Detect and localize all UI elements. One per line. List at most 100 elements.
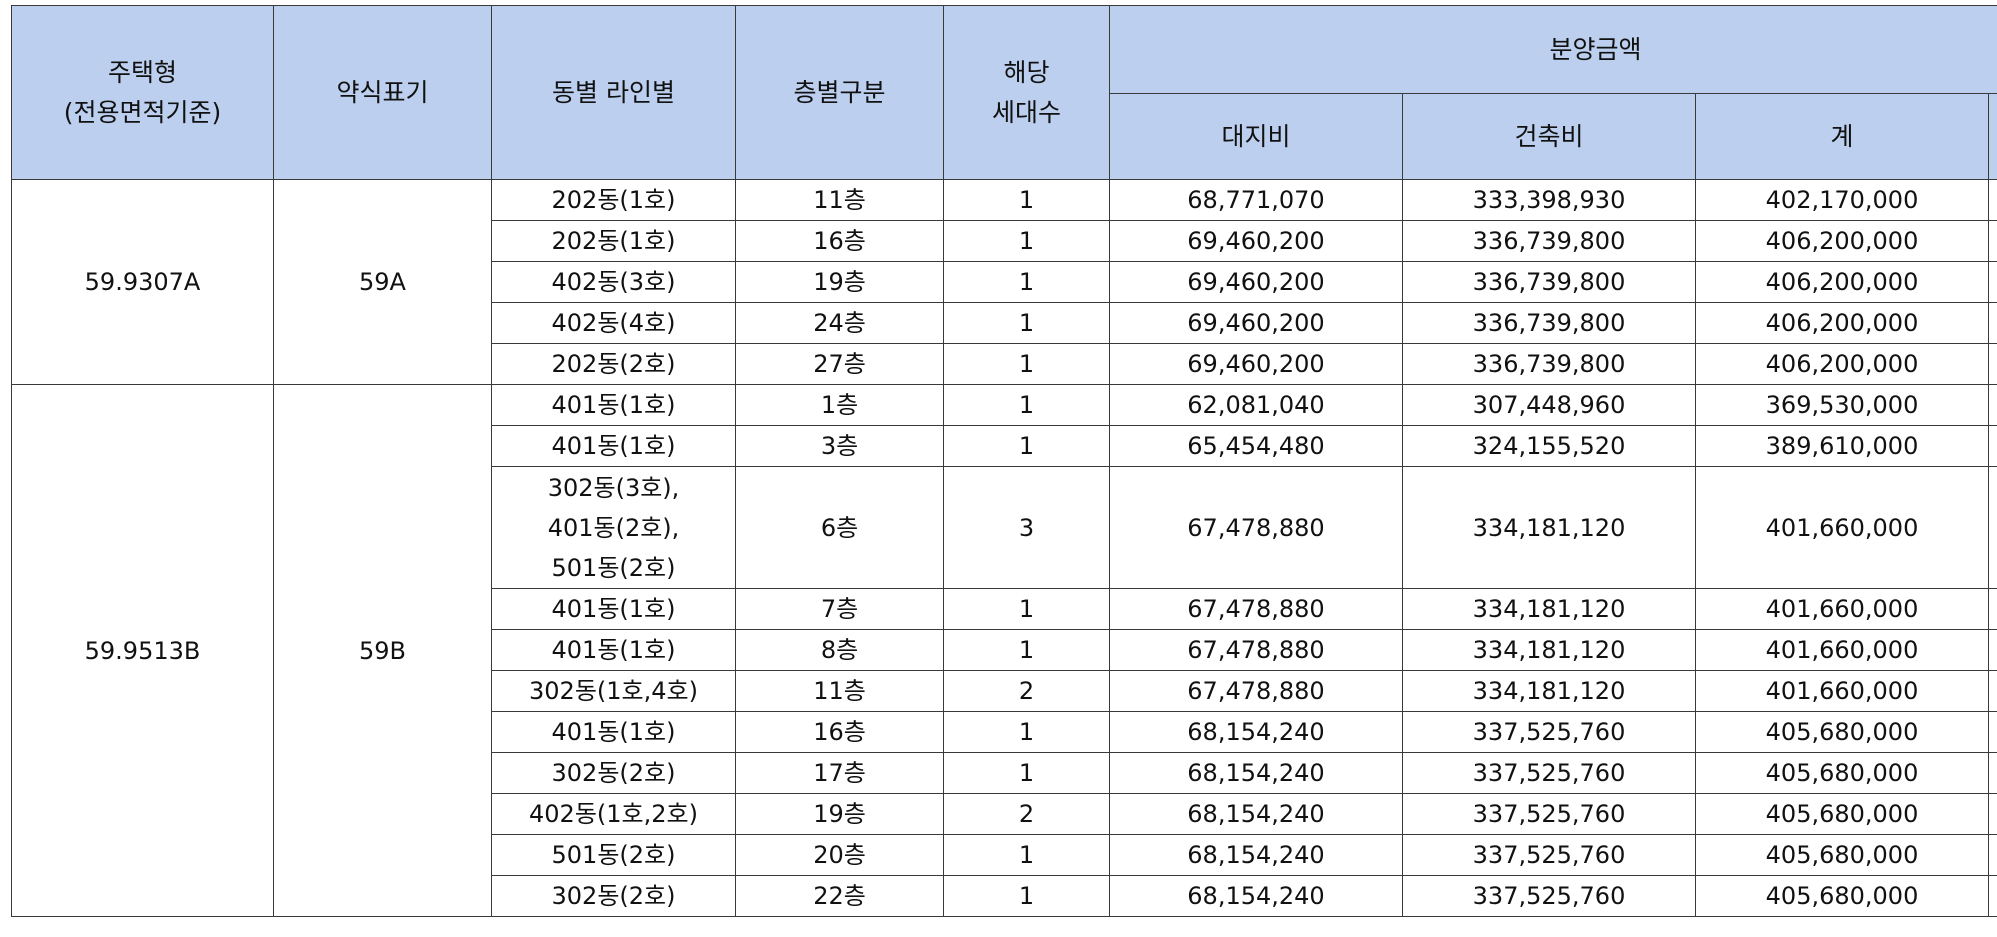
cell-land-cost: 68,154,240: [1109, 834, 1403, 876]
header-housing-type-sub: (전용면적기준): [63, 97, 222, 127]
header-row-2: 대지비 건축비 계: [12, 93, 1997, 180]
cell-units: 1: [943, 752, 1110, 794]
cell-total: 389,610,000: [1695, 425, 1989, 467]
cell-extra: [1987, 302, 1997, 344]
cell-construction-cost: 307,448,960: [1402, 384, 1696, 426]
cell-land-cost: 67,478,880: [1109, 629, 1403, 671]
header-abbreviation: 약식표기: [273, 5, 492, 180]
cell-extra: [1987, 752, 1997, 794]
table-row: 401동(1호) 16층 1 68,154,240 337,525,760 405,680…: [12, 711, 1997, 753]
cell-floor: 19층: [735, 261, 944, 303]
building-line-text: 402동(3호): [551, 268, 676, 296]
cell-construction-cost: 334,181,120: [1402, 588, 1696, 630]
cell-building-line: 402동(1호,2호): [491, 793, 736, 835]
building-line-text: 302동(2호): [551, 759, 676, 787]
price-table: 주택형 (전용면적기준) 약식표기 동별 라인별 층별구분 해당 세대수 분양금…: [11, 5, 1997, 917]
cell-total: 405,680,000: [1695, 752, 1989, 794]
building-line-text: 401동(1호): [551, 432, 676, 460]
cell-land-cost: 68,154,240: [1109, 711, 1403, 753]
cell-extra: [1987, 670, 1997, 712]
cell-building-line: 401동(1호): [491, 588, 736, 630]
header-floor-group: 층별구분: [735, 5, 944, 180]
cell-construction-cost: 337,525,760: [1402, 793, 1696, 835]
header-building-line: 동별 라인별: [491, 5, 736, 180]
cell-units: 1: [943, 711, 1110, 753]
header-land-cost: 대지비: [1109, 93, 1403, 180]
cell-abbreviation: 59B: [273, 384, 492, 917]
building-line-text: 401동(2호),: [547, 513, 680, 542]
building-line-text: 402동(4호): [551, 309, 676, 337]
cell-extra: [1987, 834, 1997, 876]
table-header: 주택형 (전용면적기준) 약식표기 동별 라인별 층별구분 해당 세대수 분양금…: [11, 5, 1997, 180]
table-row: 401동(1호) 8층 1 67,478,880 334,181,120 401,660,…: [12, 629, 1997, 671]
cell-construction-cost: 336,739,800: [1402, 220, 1696, 262]
cell-units: 1: [943, 261, 1110, 303]
building-line-text: 402동(1호,2호): [529, 800, 698, 828]
cell-units: 1: [943, 588, 1110, 630]
cell-building-line: 401동(1호): [491, 384, 736, 426]
cell-total: 401,660,000: [1695, 588, 1989, 630]
cell-units: 1: [943, 425, 1110, 467]
cell-land-cost: 65,454,480: [1109, 425, 1403, 467]
table-row: 59.9513B 59B 401동(1호) 1층 1 62,081,040 307,448,…: [11, 384, 1997, 917]
cell-extra: [1987, 588, 1997, 630]
cell-building-line: 401동(1호): [491, 629, 736, 671]
header-price: 분양금액: [1108, 5, 1997, 94]
cell-land-cost: 68,154,240: [1109, 752, 1403, 794]
cell-total: 406,200,000: [1695, 261, 1989, 303]
building-line-text: 202동(2호): [551, 350, 676, 378]
cell-floor: 6층: [735, 466, 944, 589]
cell-construction-cost: 334,181,120: [1402, 670, 1696, 712]
cell-floor: 11층: [735, 670, 944, 712]
cell-floor: 7층: [735, 588, 944, 630]
cell-housing-type: 59.9307A: [11, 179, 274, 385]
header-units-label: 해당: [1003, 57, 1050, 87]
cell-floor: 20층: [735, 834, 944, 876]
cell-building-line: 401동(1호): [491, 425, 736, 467]
table-row: 402동(1호,2호) 19층 2 68,154,240 337,525,760 405,…: [12, 793, 1997, 835]
cell-housing-type: 59.9513B: [11, 384, 274, 917]
cell-building-line: 402동(4호): [491, 302, 736, 344]
cell-land-cost: 68,771,070: [1109, 179, 1403, 221]
cell-floor: 27층: [735, 343, 944, 385]
cell-extra: [1987, 179, 1997, 221]
cell-construction-cost: 337,525,760: [1402, 711, 1696, 753]
cell-extra: [1987, 711, 1997, 753]
cell-land-cost: 68,154,240: [1109, 793, 1403, 835]
cell-land-cost: 67,478,880: [1109, 466, 1403, 589]
header-housing-type-label: 주택형: [107, 57, 177, 87]
cell-units: 1: [943, 834, 1110, 876]
cell-construction-cost: 337,525,760: [1402, 752, 1696, 794]
building-line-text: 401동(1호): [551, 595, 676, 623]
cell-total: 405,680,000: [1695, 711, 1989, 753]
cell-building-line: 302동(2호): [491, 875, 736, 917]
cell-construction-cost: 324,155,520: [1402, 425, 1696, 467]
cell-floor: 8층: [735, 629, 944, 671]
cell-construction-cost: 336,739,800: [1402, 343, 1696, 385]
cell-units: 3: [943, 466, 1110, 589]
cell-total: 401,660,000: [1695, 466, 1989, 589]
cell-floor: 1층: [735, 384, 944, 426]
building-line-text: 302동(1호,4호): [529, 677, 698, 705]
cell-construction-cost: 336,739,800: [1402, 302, 1696, 344]
cell-units: 1: [943, 302, 1110, 344]
cell-units: 1: [943, 220, 1110, 262]
building-line-text: 302동(2호): [551, 882, 676, 910]
cell-land-cost: 67,478,880: [1109, 588, 1403, 630]
header-units: 해당 세대수: [943, 5, 1110, 180]
table-row: 202동(2호) 27층 1 69,460,200 336,739,800 406,200…: [12, 343, 1997, 385]
table-row: 302동(1호,4호) 11층 2 67,478,880 334,181,120 401,…: [12, 670, 1997, 712]
building-line-text: 501동(2호): [551, 841, 676, 869]
cell-extra: [1987, 261, 1997, 303]
cell-construction-cost: 334,181,120: [1402, 466, 1696, 589]
cell-extra: [1987, 425, 1997, 467]
table-row: 401동(1호) 3층 1 65,454,480 324,155,520 389,610,…: [12, 425, 1997, 467]
cell-floor: 16층: [735, 220, 944, 262]
table-row: 501동(2호) 20층 1 68,154,240 337,525,760 405,680…: [12, 834, 1997, 876]
table-body: 59.9307A 59A 202동(1호) 11층 1 68,771,070 333,398…: [11, 179, 1997, 917]
table-row: 59.9307A 59A 202동(1호) 11층 1 68,771,070 333,398…: [11, 179, 1997, 385]
cell-extra: [1987, 875, 1997, 917]
cell-floor: 19층: [735, 793, 944, 835]
cell-building-line: 401동(1호): [491, 711, 736, 753]
cell-total: 405,680,000: [1695, 834, 1989, 876]
